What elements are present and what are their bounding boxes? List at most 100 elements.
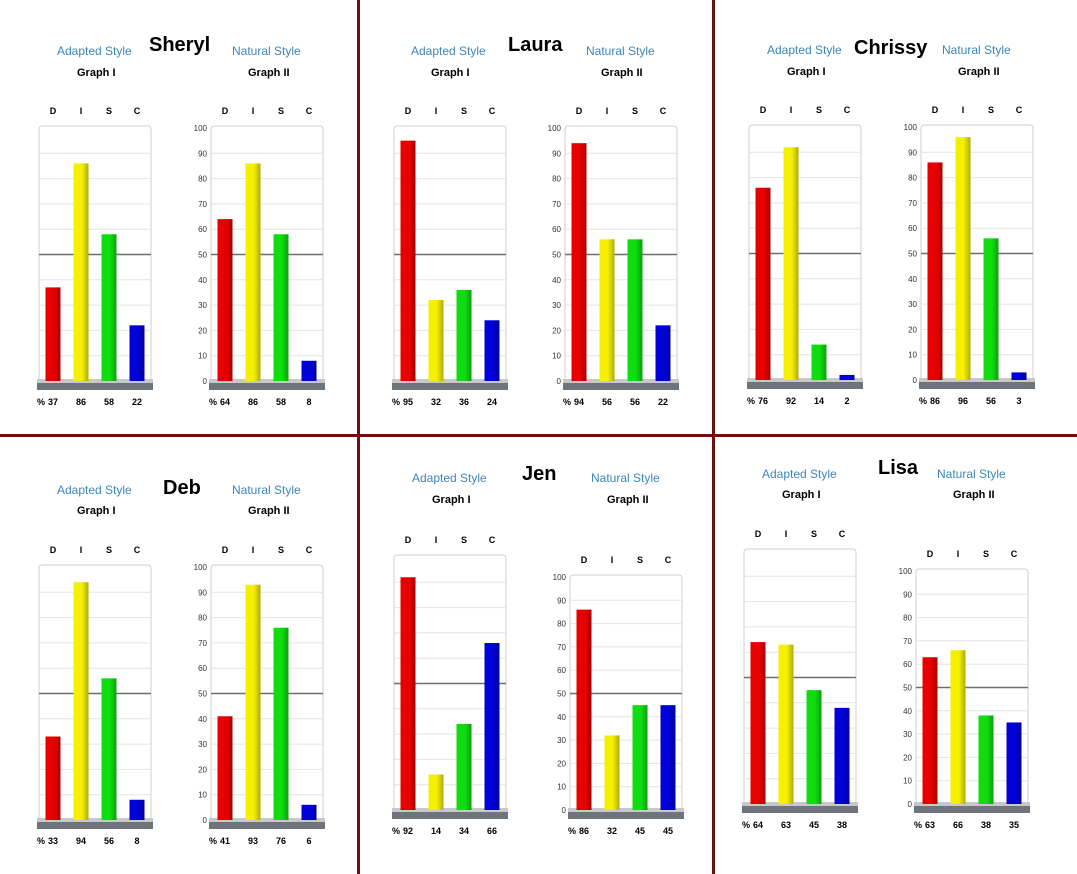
category-label-i: I [606, 106, 609, 116]
graph-ii-label: Graph II [248, 505, 290, 517]
y-tick-label: 30 [903, 730, 912, 739]
y-tick-label: 50 [903, 684, 912, 693]
y-tick-label: 20 [557, 759, 566, 768]
y-tick-label: 50 [908, 250, 917, 259]
value-label-i: 66 [953, 820, 963, 830]
natural-style-label: Natural Style [591, 471, 660, 485]
y-tick-label: 90 [903, 590, 912, 599]
y-tick-label: 0 [908, 800, 913, 809]
value-label-s: 58 [104, 397, 114, 407]
person-panel-laura: Laura Adapted Style Natural Style Graph … [360, 0, 710, 430]
floor-top [568, 808, 684, 812]
bar-c [660, 705, 676, 810]
y-tick-label: 10 [908, 351, 917, 360]
category-label-d: D [405, 106, 412, 116]
bar-s [273, 234, 289, 381]
person-name: Deb [163, 477, 201, 499]
bar-c [129, 325, 145, 381]
floor-base [37, 383, 153, 390]
bar-s [811, 344, 827, 380]
bar-s [101, 234, 117, 381]
value-label-d: 95 [403, 397, 413, 407]
category-label-s: S [637, 555, 643, 565]
category-label-c: C [134, 106, 141, 116]
floor-top [392, 808, 508, 812]
bar-c [655, 325, 671, 381]
bar-c [1011, 372, 1027, 380]
y-tick-label: 100 [904, 123, 918, 132]
value-label-d: 41 [220, 836, 230, 846]
y-tick-label: 80 [198, 614, 207, 623]
category-label-i: I [962, 105, 965, 115]
graph-ii-label: Graph II [958, 66, 1000, 78]
adapted-style-label: Adapted Style [411, 44, 486, 58]
floor-top [919, 378, 1035, 382]
floor-top [747, 378, 863, 382]
category-label-i: I [785, 529, 788, 539]
bar-c [839, 374, 855, 380]
percent-sign: % [742, 820, 750, 830]
bar-d [927, 162, 943, 380]
floor-base [209, 822, 325, 829]
bar-d [400, 577, 416, 810]
y-tick-label: 100 [899, 567, 913, 576]
floor-base [392, 383, 508, 390]
category-label-s: S [278, 545, 284, 555]
percent-sign: % [392, 826, 400, 836]
bar-d [750, 642, 766, 804]
bar-d [45, 287, 61, 381]
y-tick-label: 70 [557, 643, 566, 652]
value-label-d: 94 [574, 397, 584, 407]
y-tick-label: 20 [908, 325, 917, 334]
graph-ii-label: Graph II [953, 489, 995, 501]
y-tick-label: 90 [908, 148, 917, 157]
bar-c [301, 804, 317, 820]
bar-i [245, 163, 261, 381]
floor-base [209, 383, 325, 390]
category-label-i: I [435, 106, 438, 116]
y-tick-label: 0 [913, 376, 918, 385]
value-label-s: 56 [986, 396, 996, 406]
value-label-c: 8 [306, 397, 311, 407]
value-label-i: 63 [781, 820, 791, 830]
category-label-i: I [80, 106, 83, 116]
y-tick-label: 80 [908, 174, 917, 183]
y-tick-label: 70 [552, 200, 561, 209]
person-name: Chrissy [854, 37, 928, 59]
floor-top [37, 818, 153, 822]
y-tick-label: 0 [203, 377, 208, 386]
natural-style-chart: 0 10 20 30 40 50 60 70 80 90 100 D 64 I 86 S 58 C 8% [194, 106, 325, 407]
y-tick-label: 10 [552, 352, 561, 361]
floor-base [742, 806, 858, 813]
graph-i-label: Graph I [432, 494, 471, 506]
category-label-c: C [1011, 549, 1018, 559]
y-tick-label: 10 [903, 777, 912, 786]
category-label-d: D [405, 535, 412, 545]
floor-base [37, 822, 153, 829]
y-tick-label: 50 [198, 251, 207, 260]
bar-d [45, 736, 61, 820]
graph-i-label: Graph I [782, 489, 821, 501]
bar-s [806, 690, 822, 804]
vertical-divider-right [712, 0, 715, 874]
bar-i [245, 584, 261, 820]
bar-d [217, 716, 233, 820]
y-tick-label: 40 [198, 276, 207, 285]
percent-sign: % [919, 396, 927, 406]
floor-top [209, 379, 325, 383]
value-label-d: 64 [220, 397, 230, 407]
category-label-i: I [80, 545, 83, 555]
y-tick-label: 90 [198, 149, 207, 158]
y-tick-label: 50 [552, 251, 561, 260]
value-label-c: 66 [487, 826, 497, 836]
person-name: Laura [508, 34, 563, 56]
natural-style-label: Natural Style [937, 467, 1006, 481]
category-label-c: C [489, 535, 496, 545]
y-tick-label: 100 [194, 563, 208, 572]
category-label-s: S [983, 549, 989, 559]
value-label-c: 2 [844, 396, 849, 406]
category-label-i: I [252, 106, 255, 116]
floor-base [747, 382, 863, 389]
bar-i [955, 137, 971, 380]
value-label-d: 86 [579, 826, 589, 836]
